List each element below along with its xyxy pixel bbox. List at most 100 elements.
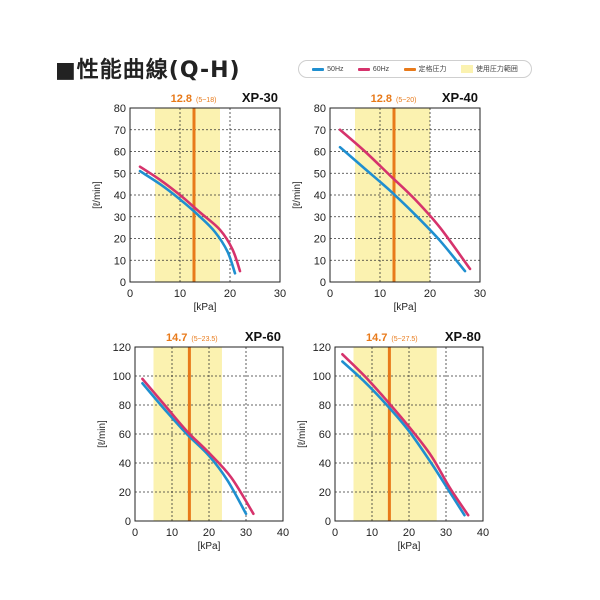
legend-item-range: 使用圧力範囲 xyxy=(460,64,518,74)
y-tick-label: 40 xyxy=(114,190,126,202)
y-tick-label: 30 xyxy=(314,212,326,224)
series-line-60hz xyxy=(341,353,470,517)
y-tick-label: 50 xyxy=(114,168,126,180)
x-axis-label: [kPa] xyxy=(198,541,221,552)
legend-label-rated: 定格圧力 xyxy=(418,66,447,73)
x-tick-label: 20 xyxy=(424,288,436,300)
x-tick-label: 10 xyxy=(366,527,378,539)
x-tick-label: 30 xyxy=(440,527,452,539)
y-tick-label: 20 xyxy=(114,234,126,246)
y-tick-label: 0 xyxy=(325,516,331,528)
plot-frame xyxy=(329,107,481,283)
chart-xp-40: 0 10 20 30 40 50 60 70 80 0 10 20 30 [kPa] [ℓ/min] 12.8… xyxy=(292,90,486,313)
legend-label-60hz: 60Hz xyxy=(372,65,390,73)
range-label: (5~27.5) xyxy=(391,336,417,343)
x-tick-label: 30 xyxy=(240,527,252,539)
range-label: (5~20) xyxy=(396,97,416,104)
rated-pressure-label: 14.7 xyxy=(166,332,187,344)
y-tick-label: 40 xyxy=(119,458,131,470)
x-tick-label: 20 xyxy=(224,288,236,300)
x-tick-label: 40 xyxy=(477,527,489,539)
rated-pressure-label: 12.8 xyxy=(371,93,392,105)
x-axis-label: [kPa] xyxy=(394,302,417,313)
x-tick-label: 0 xyxy=(332,527,338,539)
y-tick-label: 60 xyxy=(119,429,131,441)
x-tick-label: 10 xyxy=(374,288,386,300)
x-tick-label: 20 xyxy=(203,527,215,539)
y-tick-label: 80 xyxy=(119,400,131,412)
y-tick-label: 100 xyxy=(113,371,131,383)
plot-frame xyxy=(334,346,484,522)
x-axis-label: [kPa] xyxy=(194,302,217,313)
y-tick-label: 70 xyxy=(314,125,326,137)
x-tick-label: 30 xyxy=(474,288,486,300)
y-axis-label: [ℓ/min] xyxy=(292,181,303,209)
y-tick-label: 120 xyxy=(113,342,131,354)
x-axis-label: [kPa] xyxy=(398,541,421,552)
y-tick-label: 0 xyxy=(120,277,126,289)
series-line-60hz xyxy=(338,128,472,271)
y-tick-label: 80 xyxy=(319,400,331,412)
x-tick-label: 10 xyxy=(166,527,178,539)
x-tick-label: 0 xyxy=(132,527,138,539)
legend-swatch-range xyxy=(460,65,473,73)
chart-xp-30: 0 10 20 30 40 50 60 70 80 0 10 20 30 [kPa] [ℓ/min] 12.8… xyxy=(92,90,286,313)
y-tick-label: 40 xyxy=(319,458,331,470)
model-label: XP-30 xyxy=(242,90,278,105)
y-tick-label: 0 xyxy=(320,277,326,289)
y-tick-label: 100 xyxy=(313,371,331,383)
series-line-60hz xyxy=(141,377,255,516)
y-axis-label: [ℓ/min] xyxy=(97,420,108,448)
y-tick-label: 70 xyxy=(114,125,126,137)
legend-label-range: 使用圧力範囲 xyxy=(475,66,518,73)
x-tick-label: 20 xyxy=(403,527,415,539)
legend-swatch-50hz xyxy=(312,67,325,71)
series-line-50hz xyxy=(341,360,466,517)
x-tick-label: 40 xyxy=(277,527,289,539)
chart-xp-80: 0 20 40 60 80 100 120 0 10 20 30 40 [kPa] [ℓ/min] 14.7… xyxy=(297,329,489,552)
y-tick-label: 50 xyxy=(314,168,326,180)
model-label: XP-40 xyxy=(442,90,478,105)
x-tick-label: 10 xyxy=(174,288,186,300)
series-line-50hz xyxy=(141,382,248,516)
chart-xp-60: 0 20 40 60 80 100 120 0 10 20 30 40 [kPa] [ℓ/min] 14.7… xyxy=(97,329,289,552)
rated-pressure-label: 12.8 xyxy=(171,93,192,105)
series-line-60hz xyxy=(138,165,242,273)
legend-item-50hz: 50Hz xyxy=(312,65,344,73)
x-tick-label: 0 xyxy=(327,288,333,300)
page-title: ■性能曲線(Q-H) xyxy=(55,58,241,83)
y-tick-label: 60 xyxy=(314,147,326,159)
y-tick-label: 60 xyxy=(319,429,331,441)
legend-swatch-rated xyxy=(403,67,416,71)
series-line-50hz xyxy=(138,169,237,275)
y-axis-label: [ℓ/min] xyxy=(92,181,103,209)
y-tick-label: 80 xyxy=(114,103,126,115)
legend: 50Hz 60Hz 定格圧力 使用圧力範囲 xyxy=(298,60,532,78)
y-tick-label: 20 xyxy=(319,487,331,499)
y-tick-label: 40 xyxy=(314,190,326,202)
range-label: (5~23.5) xyxy=(191,336,217,343)
model-label: XP-80 xyxy=(445,329,481,344)
series-line-50hz xyxy=(338,145,467,273)
x-tick-label: 0 xyxy=(127,288,133,300)
model-label: XP-60 xyxy=(245,329,281,344)
range-label: (5~18) xyxy=(196,97,216,104)
legend-item-rated: 定格圧力 xyxy=(403,64,447,74)
y-axis-label: [ℓ/min] xyxy=(297,420,308,448)
y-tick-label: 60 xyxy=(114,147,126,159)
plot-frame xyxy=(129,107,281,283)
y-tick-label: 120 xyxy=(313,342,331,354)
y-tick-label: 20 xyxy=(119,487,131,499)
y-tick-label: 10 xyxy=(314,255,326,267)
legend-swatch-60hz xyxy=(357,67,370,71)
x-tick-label: 30 xyxy=(274,288,286,300)
y-tick-label: 80 xyxy=(314,103,326,115)
legend-item-60hz: 60Hz xyxy=(357,65,390,73)
plot-frame xyxy=(134,346,284,522)
y-tick-label: 10 xyxy=(114,255,126,267)
rated-pressure-label: 14.7 xyxy=(366,332,387,344)
legend-label-50hz: 50Hz xyxy=(327,65,344,73)
y-tick-label: 0 xyxy=(125,516,131,528)
y-tick-label: 30 xyxy=(114,212,126,224)
